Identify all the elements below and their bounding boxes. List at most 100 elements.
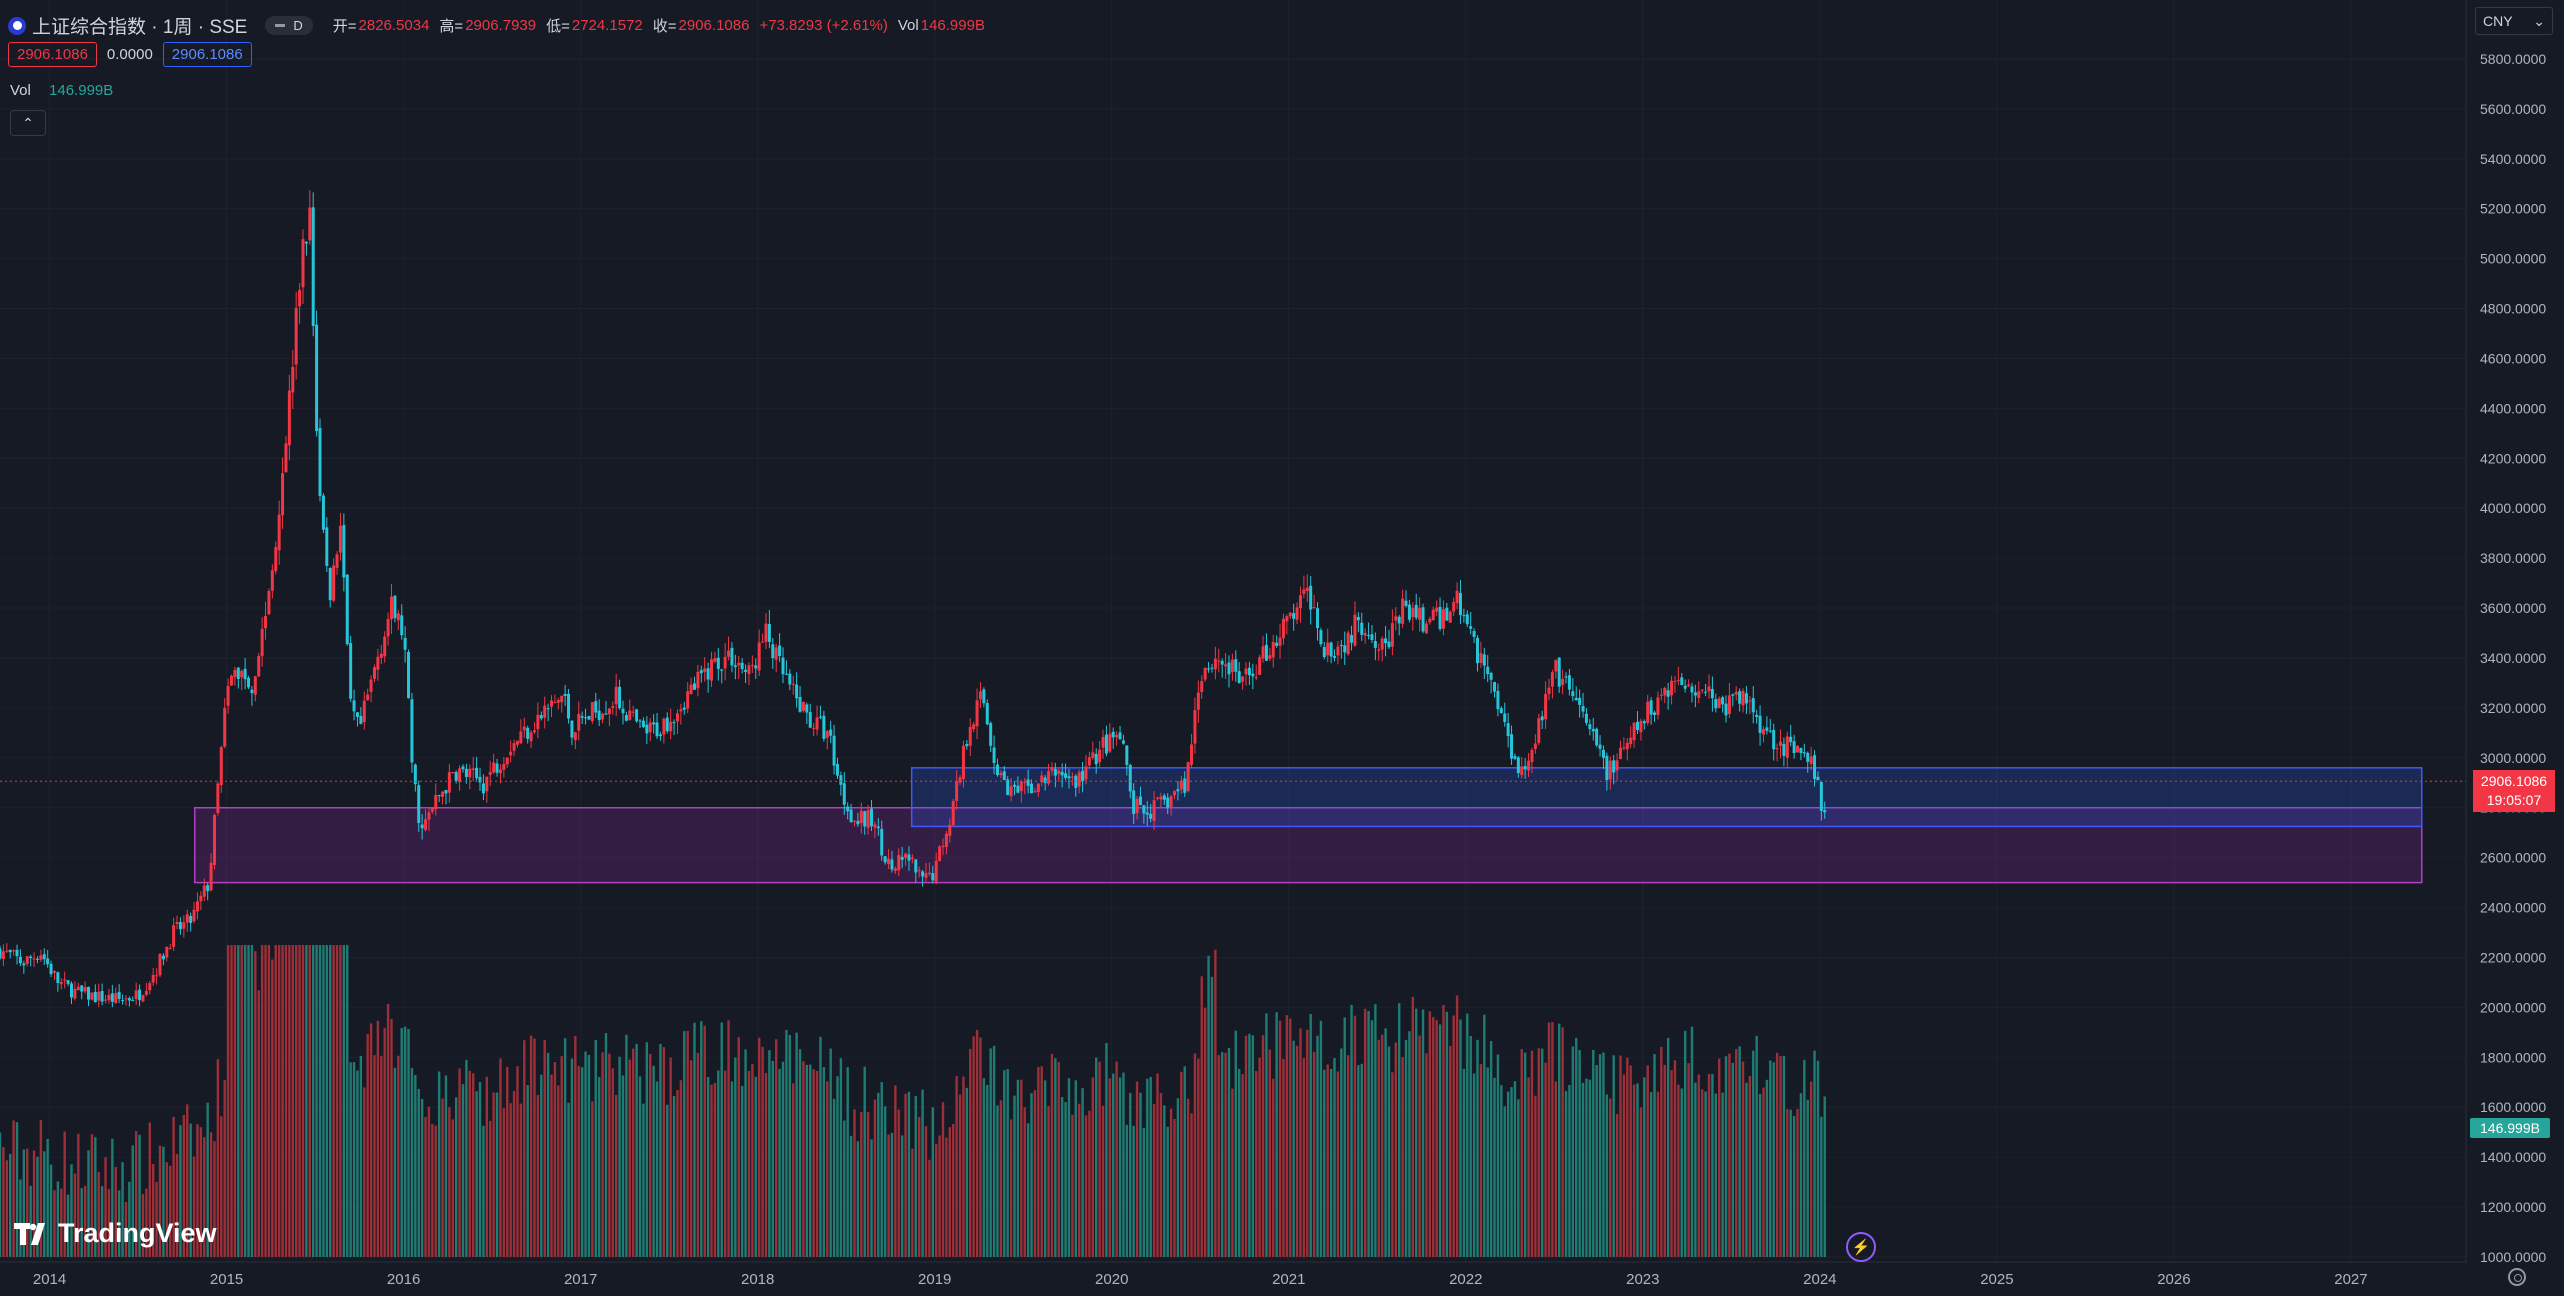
- symbol-title[interactable]: 上证综合指数 · 1周 · SSE: [32, 17, 248, 38]
- last-price-tag: 2906.1086 19:05:07: [2473, 770, 2555, 812]
- volume-bar: [407, 1029, 410, 1257]
- candle-body: [893, 868, 897, 871]
- volume-bar: [1244, 1035, 1248, 1257]
- volume-bar: [1146, 1078, 1149, 1257]
- volume-bar: [1551, 1022, 1554, 1257]
- candle-body: [1390, 623, 1394, 647]
- candle-body: [944, 833, 948, 847]
- candle-body: [1523, 766, 1527, 770]
- candle-body: [1482, 654, 1486, 666]
- candle-body: [1292, 613, 1296, 619]
- candle-body: [1663, 687, 1667, 696]
- volume-bar: [747, 1070, 751, 1257]
- volume-bar: [785, 1029, 788, 1257]
- volume-bar: [1493, 1077, 1496, 1257]
- candle-body: [127, 998, 131, 1001]
- candle-body: [965, 744, 969, 747]
- volume-bar: [526, 1085, 529, 1257]
- magenta-zone[interactable]: [193, 806, 2423, 884]
- y-tick-label: 4400.0000: [2480, 400, 2546, 416]
- volume-bar: [1186, 1098, 1190, 1257]
- candle-body: [771, 644, 775, 659]
- candle-body: [1438, 606, 1442, 629]
- candle-body: [407, 652, 411, 699]
- lightning-icon[interactable]: ⚡: [1846, 1232, 1876, 1262]
- candle-body: [362, 700, 366, 723]
- volume-bar: [1207, 955, 1210, 1257]
- volume-bar: [83, 1185, 87, 1257]
- x-tick-label: 2016: [387, 1271, 420, 1288]
- candle-body: [1595, 728, 1599, 746]
- candle-body: [1234, 659, 1238, 672]
- volume-bar: [693, 1022, 696, 1257]
- volume-bar: [373, 1055, 376, 1257]
- blue-zone[interactable]: [910, 767, 2423, 828]
- gear-icon[interactable]: [2508, 1268, 2526, 1286]
- volume-bar: [1122, 1072, 1125, 1257]
- candle-body: [1578, 697, 1582, 705]
- candle-body: [628, 710, 632, 720]
- y-tick-label: 2200.0000: [2480, 949, 2546, 965]
- volume-bar: [1251, 1035, 1255, 1257]
- currency-selector[interactable]: CNY ⌄: [2475, 7, 2553, 35]
- volume-legend-label[interactable]: Vol: [10, 82, 31, 99]
- volume-bar: [1432, 1017, 1435, 1257]
- candle-body: [1673, 681, 1677, 683]
- candle-body: [989, 723, 993, 746]
- price-axis[interactable]: 5800.0000 5600.0000 5400.0000 5200.0000 5000…: [2480, 51, 2546, 1265]
- candle-body: [1401, 598, 1405, 624]
- volume-bar: [1700, 1089, 1704, 1257]
- volume-bar: [822, 1067, 826, 1257]
- volume-bar: [662, 1047, 666, 1257]
- chevron-up-icon: ⌃: [22, 114, 34, 131]
- volume-bar: [502, 1108, 506, 1257]
- volume-bar: [318, 945, 322, 1257]
- candle-body: [784, 673, 788, 675]
- candle-body: [737, 662, 741, 666]
- candle-body: [825, 731, 829, 738]
- candle-body: [1469, 626, 1473, 629]
- tradingview-logo[interactable]: TradingView: [14, 1218, 217, 1249]
- candle-body: [1741, 690, 1745, 706]
- volume-bar: [29, 1185, 32, 1257]
- candle-body: [1547, 687, 1551, 695]
- session-badge-label: D: [293, 18, 303, 33]
- volume-bar: [1755, 1035, 1758, 1257]
- candle-body: [321, 495, 325, 530]
- candle-body: [1135, 798, 1139, 814]
- volume-bar: [774, 1039, 778, 1257]
- volume-bar: [1646, 1065, 1649, 1257]
- time-axis[interactable]: 2014 2015 2016 2017 2018 2019 2020 2021 2022 2023…: [33, 1271, 2368, 1288]
- volume-bar: [1057, 1062, 1060, 1257]
- candle-body: [83, 987, 87, 992]
- volume-bar: [832, 1098, 836, 1257]
- volume-bar: [346, 945, 349, 1257]
- candle-body: [1312, 606, 1316, 608]
- volume-bar: [1622, 1074, 1626, 1257]
- candle-body: [951, 801, 955, 826]
- volume-bar: [60, 1188, 63, 1257]
- candle-body: [1101, 737, 1105, 748]
- minus-icon: [275, 24, 286, 27]
- volume-bar: [632, 1048, 635, 1257]
- volume-bar: [557, 1085, 560, 1257]
- volume-bar: [1112, 1073, 1115, 1257]
- y-tick-label: 5200.0000: [2480, 201, 2546, 217]
- volume-bar: [315, 945, 318, 1257]
- candle-body: [1489, 672, 1493, 680]
- candle-body: [1642, 721, 1646, 724]
- y-tick-label: 3000.0000: [2480, 750, 2546, 766]
- volume-bar: [1677, 1084, 1680, 1257]
- candle-body: [372, 667, 376, 679]
- candle-body: [607, 708, 611, 715]
- collapse-legend-button[interactable]: ⌃: [10, 110, 46, 136]
- volume-bar: [1823, 1096, 1826, 1257]
- candle-body: [1196, 692, 1200, 710]
- candle-body: [1441, 609, 1445, 629]
- volume-bar: [237, 945, 240, 1257]
- candle-body: [788, 673, 792, 685]
- volume-bar: [257, 990, 260, 1257]
- session-badge[interactable]: D: [265, 16, 313, 35]
- candle-body: [880, 828, 884, 856]
